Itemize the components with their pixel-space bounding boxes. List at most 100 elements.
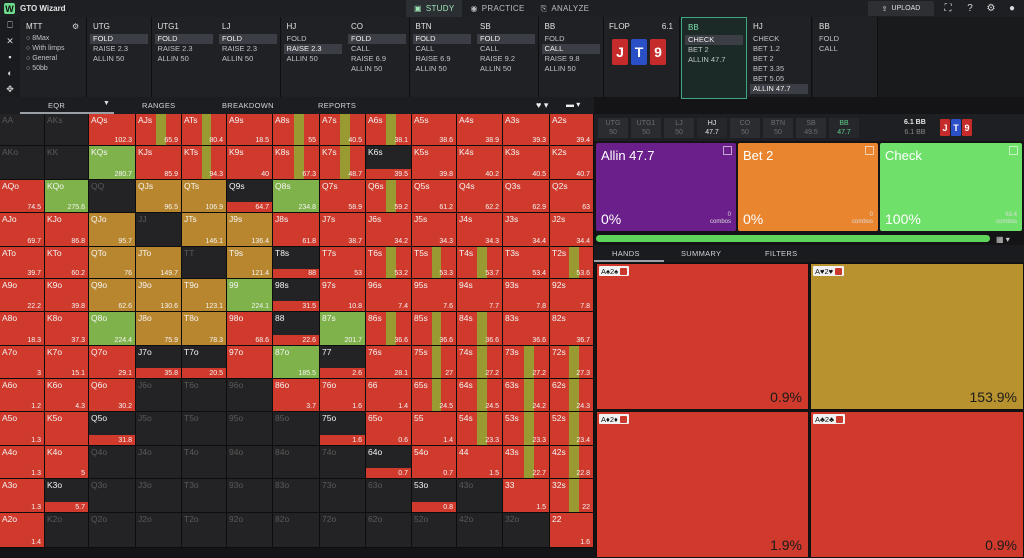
hand-cell[interactable]: 65s 24.5 (412, 379, 457, 412)
save-icon[interactable]: ▪ (8, 52, 12, 62)
hand-cell[interactable]: K4s 40.2 (457, 146, 503, 180)
hand-cell[interactable]: A8o 18.3 (0, 312, 45, 346)
tab-eqr[interactable]: EQR (48, 101, 66, 110)
hand-cell[interactable]: T6s 53.2 (366, 247, 412, 279)
hand-cell[interactable]: A7o 3 (0, 346, 45, 379)
hand-cell[interactable]: A6s 38.1 (366, 114, 412, 146)
hand-cell[interactable]: 85o (273, 412, 320, 446)
hand-cell[interactable]: 82o (273, 513, 320, 548)
action-option[interactable]: RAISE 2.3 (93, 44, 129, 53)
hand-cell[interactable]: K2o (45, 513, 89, 548)
hand-cell[interactable]: Q8o 224.4 (89, 312, 136, 346)
hand-cell[interactable]: T3o (182, 479, 227, 513)
hand-cell[interactable]: J5o (136, 412, 182, 446)
hand-cell[interactable]: A5o 1.3 (0, 412, 45, 446)
hand-cell[interactable]: T5o (182, 412, 227, 446)
action-option[interactable]: RAISE 6.9 (415, 54, 451, 63)
hand-cell[interactable]: J7s 38.7 (320, 213, 366, 247)
hand-cell[interactable]: A3o 1.3 (0, 479, 45, 513)
hand-cell[interactable]: T7s 53 (320, 247, 366, 279)
hand-cell[interactable]: K2s 40.7 (550, 146, 594, 180)
hand-cell[interactable]: K7o 15.1 (45, 346, 89, 379)
action-option[interactable]: CALL (480, 44, 499, 53)
hand-cell[interactable]: 75o 1.6 (320, 412, 366, 446)
action-column-hj[interactable]: HJ FOLD RAISE 2.3 ALLIN 50 (280, 17, 346, 97)
hand-cell[interactable]: A6o 1.2 (0, 379, 45, 412)
hand-cell[interactable]: K9s 40 (227, 146, 273, 180)
postflop-column-0[interactable]: BB CHECK BET 2 ALLIN 47.7 (681, 17, 747, 99)
hand-cell[interactable]: 98s 31.5 (273, 279, 320, 312)
hand-cell[interactable]: T7o 20.5 (182, 346, 227, 379)
hand-cell[interactable]: 93s 7.8 (503, 279, 550, 312)
flop-board[interactable]: FLOP 6.1 J T 9 (603, 17, 680, 97)
hand-cell[interactable]: T5s 53.3 (412, 247, 457, 279)
hand-cell[interactable]: K5o (45, 412, 89, 446)
action-option[interactable]: BET 2 (688, 45, 709, 54)
hand-cell[interactable]: J6s 34.2 (366, 213, 412, 247)
hand-cell[interactable]: KJo 86.8 (45, 213, 89, 247)
action-option[interactable]: CHECK (753, 34, 780, 43)
combo-cell[interactable]: A♦2♦ 1.9% (596, 411, 809, 558)
combo-cell[interactable]: A♣2♣ 0.9% (810, 411, 1024, 558)
mtt-settings[interactable]: MTT ⚙ ○ 8Max ○ With limps ○ General ○ 50… (20, 17, 87, 97)
action-column-bb[interactable]: BB FOLD CALL RAISE 9.8 ALLIN 50 (538, 17, 604, 97)
hand-cell[interactable]: A5s 38.6 (412, 114, 457, 146)
hand-cell[interactable]: Q5s 61.2 (412, 180, 457, 213)
hand-cell[interactable]: J3s 34.4 (503, 213, 550, 247)
action-option[interactable]: ALLIN 47.7 (688, 55, 726, 64)
hand-cell[interactable]: J8o 75.9 (136, 312, 182, 346)
hand-cell[interactable]: ATo 39.7 (0, 247, 45, 279)
tab-hands[interactable]: HANDS (612, 249, 640, 258)
hand-cell[interactable]: 64s 24.5 (457, 379, 503, 412)
hand-cell[interactable]: 43o (457, 479, 503, 513)
position-sb[interactable]: SB 49.5 (796, 118, 826, 138)
hand-cell[interactable]: QJs 96.5 (136, 180, 182, 213)
expand-icon[interactable] (865, 146, 874, 155)
hand-cell[interactable]: KTs 94.3 (182, 146, 227, 180)
action-option[interactable]: FOLD (219, 34, 277, 44)
bookmark-icon[interactable]: ⎕ (7, 19, 13, 30)
hand-cell[interactable]: T4o (182, 446, 227, 479)
tab-ranges[interactable]: RANGES (142, 101, 176, 110)
hand-cell[interactable]: 99 224.1 (227, 279, 273, 312)
hand-cell[interactable]: AJo 69.7 (0, 213, 45, 247)
hand-cell[interactable]: K6o 4.3 (45, 379, 89, 412)
hand-cell[interactable]: K6s 39.5 (366, 146, 412, 180)
screenshot-icon[interactable]: ⛶ (944, 2, 952, 14)
hand-cell[interactable]: 97s 10.8 (320, 279, 366, 312)
hand-cell[interactable]: J8s 61.8 (273, 213, 320, 247)
action-option[interactable]: CALL (351, 44, 370, 53)
hand-cell[interactable]: 33 1.5 (503, 479, 550, 513)
hand-cell[interactable]: J5s 34.3 (412, 213, 457, 247)
hand-cell[interactable]: 22 1.6 (550, 513, 594, 548)
hand-cell[interactable]: 86o 3.7 (273, 379, 320, 412)
hand-cell[interactable]: K5s 39.8 (412, 146, 457, 180)
hand-cell[interactable]: TT (182, 247, 227, 279)
hand-cell[interactable]: Q7s 58.9 (320, 180, 366, 213)
action-option[interactable]: ALLIN 47.7 (750, 84, 808, 94)
action-option[interactable]: BET 5.05 (753, 74, 785, 83)
hand-cell[interactable]: 87s 201.7 (320, 312, 366, 346)
hand-cell[interactable]: 83s 36.6 (503, 312, 550, 346)
action-option[interactable]: ALLIN 50 (93, 54, 125, 63)
combo-cell[interactable]: A♠2♠ 0.9% (596, 263, 809, 410)
hand-cell[interactable]: 43s 22.7 (503, 446, 550, 479)
hand-cell[interactable]: Q2s 63 (550, 180, 594, 213)
hand-cell[interactable]: 44 1.5 (457, 446, 503, 479)
hand-cell[interactable]: 72o (320, 513, 366, 548)
action-option[interactable]: CALL (415, 44, 435, 53)
action-option[interactable]: RAISE 2.3 (222, 44, 258, 53)
position-co[interactable]: CO 50 (730, 118, 760, 138)
hand-cell[interactable]: T2o (182, 513, 227, 548)
hand-cell[interactable]: 76o 1.6 (320, 379, 366, 412)
hand-cell[interactable]: Q3s 62.9 (503, 180, 550, 213)
action-option[interactable]: CHECK (685, 35, 743, 45)
hand-cell[interactable]: 94s 7.7 (457, 279, 503, 312)
hand-cell[interactable]: A8s 55 (273, 114, 320, 146)
hand-cell[interactable]: 85s 36.6 (412, 312, 457, 346)
hand-cell[interactable]: A7s 40.5 (320, 114, 366, 146)
hand-cell[interactable]: 96s 7.4 (366, 279, 412, 312)
action-box-1[interactable]: Bet 2 0% 0 combos (738, 143, 878, 231)
hand-cell[interactable]: Q4s 62.2 (457, 180, 503, 213)
hand-cell[interactable]: 54o 0.7 (412, 446, 457, 479)
